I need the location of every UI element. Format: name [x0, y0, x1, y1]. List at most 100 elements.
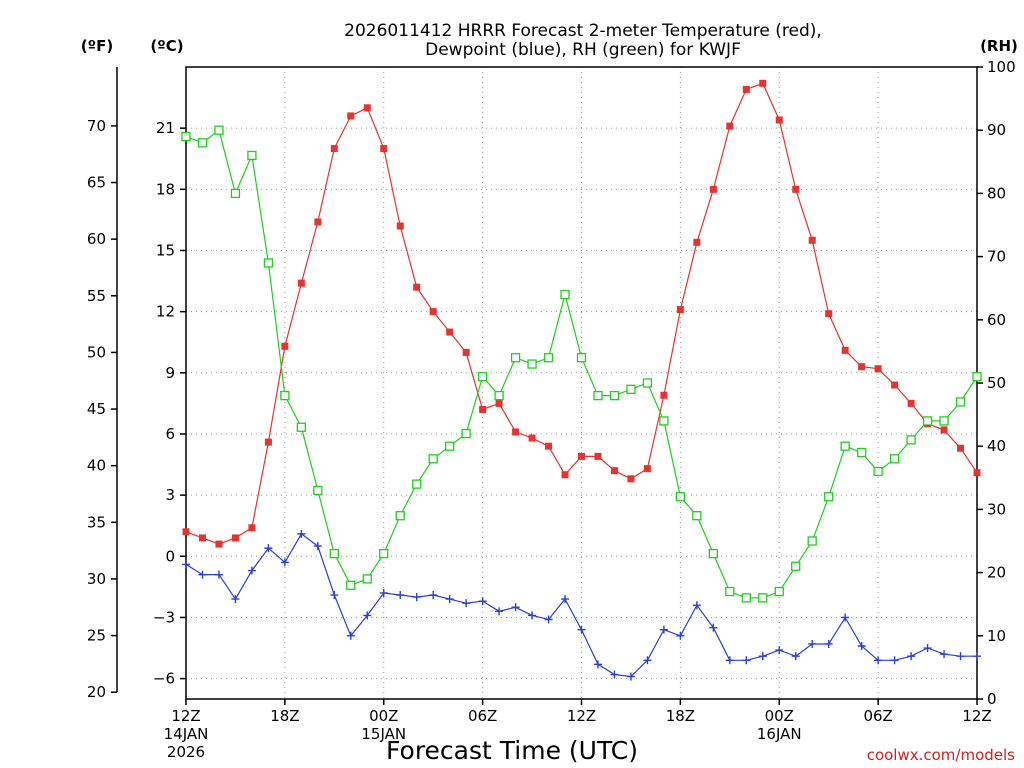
fahrenheit-tick-label: 40 [87, 457, 106, 475]
temperature-point [495, 399, 503, 407]
dewpoint-point [297, 529, 306, 538]
dewpoint-point [363, 611, 372, 620]
x-tick-label: 06Z [863, 707, 892, 725]
temperature-point [297, 279, 305, 287]
temperature-point [429, 308, 437, 316]
rh-point [230, 188, 241, 199]
temperature-point [363, 104, 371, 112]
credit-text: coolwx.com/models [867, 746, 1015, 764]
temperature-point [792, 185, 800, 193]
rh-tick-label: 0 [987, 690, 997, 708]
dewpoint-point [412, 593, 421, 602]
dewpoint-point [379, 588, 388, 597]
rh-point [791, 561, 801, 571]
x-tick-year-label: 2026 [167, 743, 205, 761]
temperature-point [957, 444, 965, 452]
dewpoint-point [857, 641, 866, 650]
temperature-point [627, 475, 635, 483]
dewpoint-point [758, 652, 767, 661]
rh-point [609, 390, 620, 401]
temperature-point [759, 79, 767, 87]
rh-point [576, 353, 587, 363]
temperature-point [709, 185, 717, 193]
dewpoint-point [907, 652, 916, 661]
rh-point [560, 289, 570, 300]
dewpoint-point [280, 558, 289, 567]
temperature-point [281, 342, 289, 350]
dewpoint-point [495, 607, 504, 616]
rh-point [922, 416, 933, 426]
temperature-point [874, 365, 882, 373]
temperature-point [347, 112, 355, 120]
x-tick-label: 06Z [468, 707, 497, 725]
temperature-point [858, 363, 866, 371]
rh-tick-label: 40 [987, 437, 1006, 455]
temperature-point [594, 452, 602, 460]
dewpoint-point [214, 570, 223, 579]
dewpoint-point [561, 595, 570, 604]
celsius-tick-label: 0 [165, 547, 175, 565]
rh-point [197, 138, 208, 148]
temperature-point [973, 469, 981, 477]
rh-point [972, 372, 982, 382]
fahrenheit-tick-label: 50 [87, 343, 106, 361]
dewpoint-point [445, 595, 454, 604]
rh-point [428, 454, 438, 464]
dewpoint-point [429, 591, 438, 600]
rh-point [477, 372, 488, 382]
dewpoint-point [247, 566, 256, 575]
dewpoint-point [824, 639, 833, 648]
rh-tick-label: 60 [987, 311, 1006, 329]
celsius-tick-label: −6 [153, 670, 175, 688]
dewpoint-point [742, 656, 751, 665]
dewpoint-point [874, 656, 883, 665]
dewpoint-point [692, 601, 701, 610]
celsius-tick-label: 9 [165, 364, 175, 382]
x-tick-label: 18Z [666, 707, 695, 725]
rh-unit-label: (RH) [980, 37, 1018, 55]
dewpoint-point [313, 542, 322, 551]
rh-tick-label: 70 [987, 248, 1006, 266]
dewpoint-point [593, 660, 602, 669]
dewpoint-point [462, 599, 471, 608]
rh-point [856, 447, 867, 458]
temperature-point [462, 348, 470, 356]
dewpoint-point [396, 591, 405, 600]
rh-point [807, 536, 817, 546]
temperature-point [643, 465, 651, 473]
rh-tick-label: 10 [987, 627, 1006, 645]
temperature-point [528, 434, 536, 442]
dewpoint-point [841, 613, 850, 622]
celsius-unit-label: (ºC) [150, 37, 183, 55]
celsius-tick-label: 21 [156, 119, 175, 137]
fahrenheit-tick-label: 70 [87, 117, 106, 135]
temperature-point [231, 534, 239, 542]
dewpoint-point [610, 670, 619, 679]
rh-point [692, 511, 702, 521]
rh-tick-label: 50 [987, 374, 1006, 392]
temperature-point [314, 218, 322, 226]
temperature-point [479, 406, 487, 414]
fahrenheit-tick-label: 55 [87, 287, 106, 305]
temperature-point [578, 452, 585, 460]
chart-title-line2: Dewpoint (blue), RH (green) for KWJF [425, 40, 741, 60]
x-tick-date-label: 16JAN [757, 725, 802, 743]
dewpoint-point [676, 631, 685, 640]
celsius-tick-label: 6 [165, 425, 175, 443]
rh-point [346, 580, 356, 590]
rh-point [659, 416, 669, 426]
dewpoint-point [923, 644, 932, 653]
rh-point [461, 428, 471, 439]
rh-point [955, 397, 966, 407]
x-tick-date-label: 14JAN [164, 725, 209, 743]
rh-point [510, 353, 521, 363]
rh-point [543, 353, 554, 363]
celsius-tick-label: 12 [156, 303, 175, 321]
x-tick-label: 12Z [962, 707, 991, 725]
rh-point [758, 593, 768, 603]
temperature-point [693, 238, 701, 246]
x-tick-label: 00Z [765, 707, 794, 725]
dewpoint-point [198, 570, 207, 579]
temperature-point [742, 85, 750, 93]
